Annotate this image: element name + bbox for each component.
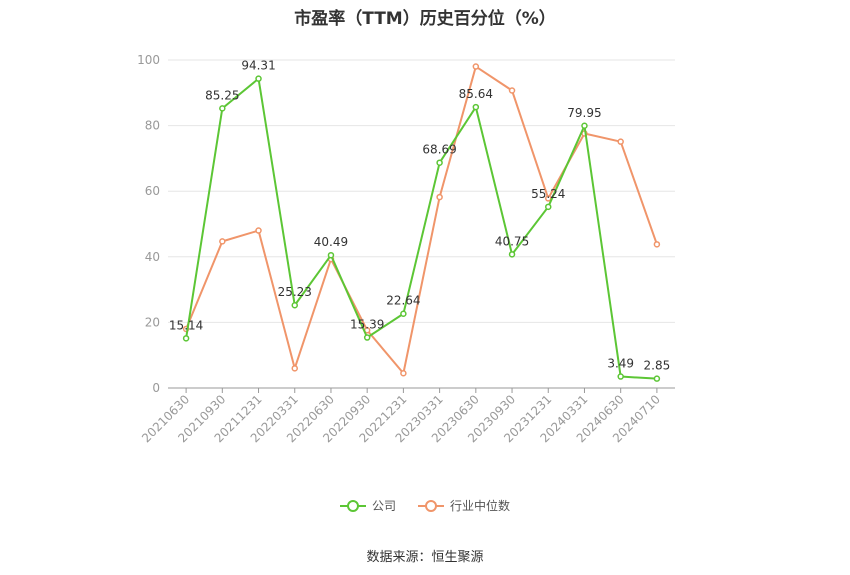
series-0-point — [436, 159, 443, 166]
data-label: 22.64 — [386, 294, 420, 308]
legend-swatch-industry-median — [418, 499, 444, 513]
series-1-point — [436, 193, 443, 201]
y-tick-label: 40 — [145, 250, 160, 264]
legend-label-company: 公司 — [371, 499, 396, 513]
data-label: 68.69 — [422, 143, 456, 157]
data-source: 数据来源：恒生聚源 — [366, 550, 484, 565]
series-0-point — [508, 251, 516, 258]
chart-title: 市盈率（TTM）历史百分位（%） — [294, 9, 556, 29]
series-1-point — [617, 138, 624, 145]
data-label: 15.14 — [169, 318, 203, 332]
legend-label-industry-median: 行业中位数 — [450, 499, 511, 513]
y-tick-label: 100 — [137, 53, 160, 67]
data-label: 79.95 — [567, 106, 601, 120]
legend-swatch-company — [339, 499, 366, 513]
data-label: 55.24 — [531, 187, 565, 201]
data-label: 40.49 — [314, 235, 348, 249]
data-label: 3.49 — [607, 357, 634, 371]
series-1-point — [653, 241, 661, 248]
series-lines — [182, 63, 661, 382]
series-0-point — [545, 203, 552, 211]
legend-item-industry-median[interactable]: 行业中位数 — [418, 497, 510, 514]
data-label: 25.23 — [278, 285, 312, 299]
data-label: 94.31 — [241, 59, 275, 73]
legend: 公司 行业中位数 — [0, 497, 850, 514]
series-0-point — [219, 105, 226, 112]
series-0-point — [653, 375, 661, 382]
series-1-point — [291, 365, 298, 372]
series-0-point — [617, 373, 624, 380]
series-1-point — [508, 87, 516, 94]
series-0-point — [182, 335, 190, 342]
series-0-point — [255, 75, 262, 82]
series-0-point — [363, 334, 371, 341]
series-1-point — [545, 195, 552, 202]
data-label: 2.85 — [644, 359, 671, 373]
series-1-point — [219, 238, 226, 245]
series-0-point — [472, 103, 480, 111]
data-label: 85.25 — [205, 88, 239, 102]
series-0-point — [581, 122, 588, 130]
series-0-point — [400, 310, 407, 317]
series-1-point — [472, 63, 480, 70]
series-line-0 — [185, 77, 657, 380]
series-1-point — [255, 227, 262, 234]
series-1-point — [400, 369, 407, 377]
grid-lines — [168, 59, 675, 323]
data-label: 40.75 — [495, 234, 529, 248]
series-0-point — [291, 301, 298, 309]
series-0-point — [327, 251, 335, 259]
legend-item-company[interactable]: 公司 — [339, 497, 396, 514]
y-tick-label: 80 — [145, 119, 160, 133]
y-tick-label: 20 — [145, 315, 160, 329]
data-label: 15.39 — [350, 318, 384, 332]
series-line-1 — [185, 65, 658, 375]
data-label: 85.64 — [459, 87, 493, 101]
line-chart: 0204060801002021063020210930202112312022… — [137, 53, 675, 445]
y-tick-label: 60 — [145, 184, 160, 198]
y-tick-label: 0 — [152, 381, 160, 395]
